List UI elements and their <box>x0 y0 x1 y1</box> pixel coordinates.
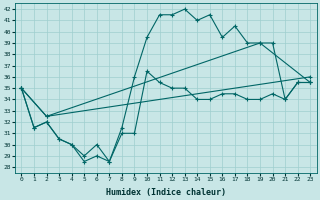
X-axis label: Humidex (Indice chaleur): Humidex (Indice chaleur) <box>106 188 226 197</box>
